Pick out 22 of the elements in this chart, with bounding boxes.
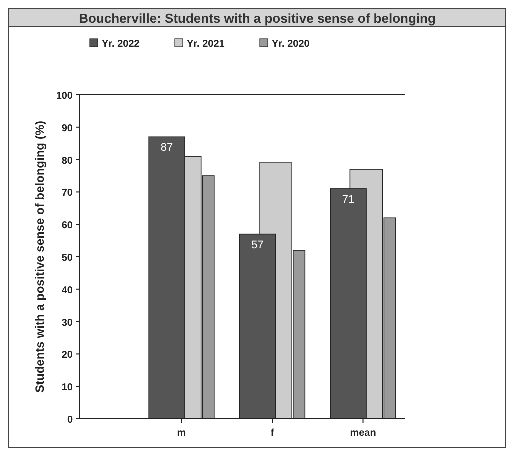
data-label: 57 [252, 239, 264, 252]
data-label: 71 [342, 194, 355, 206]
y-tick-label: 40 [62, 285, 74, 296]
x-tick-label: m [177, 428, 186, 439]
y-tick-label: 30 [62, 318, 74, 329]
y-axis-title: Students with a positive sense of belonging (%) [33, 120, 47, 394]
y-tick-label: 60 [62, 220, 74, 232]
x-tick-label: mean [350, 428, 376, 439]
y-tick-label: 100 [56, 91, 74, 102]
data-label: 87 [160, 142, 174, 154]
chart-title: Boucherville: Students with a positive sense of belonging [79, 11, 436, 26]
y-tick-label: 0 [67, 415, 74, 426]
legend-label: Yr. 2020 [272, 39, 310, 50]
y-tick-label: 20 [62, 350, 74, 362]
y-tick-label: 70 [62, 188, 74, 200]
legend-label: Yr. 2022 [102, 39, 140, 50]
y-tick-label: 10 [62, 382, 74, 394]
y-tick-label: 90 [62, 123, 74, 134]
y-tick-label: 80 [62, 156, 74, 167]
y-tick-label: 50 [62, 253, 74, 264]
x-tick-label: f [270, 428, 275, 439]
legend-label: Yr. 2021 [187, 39, 226, 50]
